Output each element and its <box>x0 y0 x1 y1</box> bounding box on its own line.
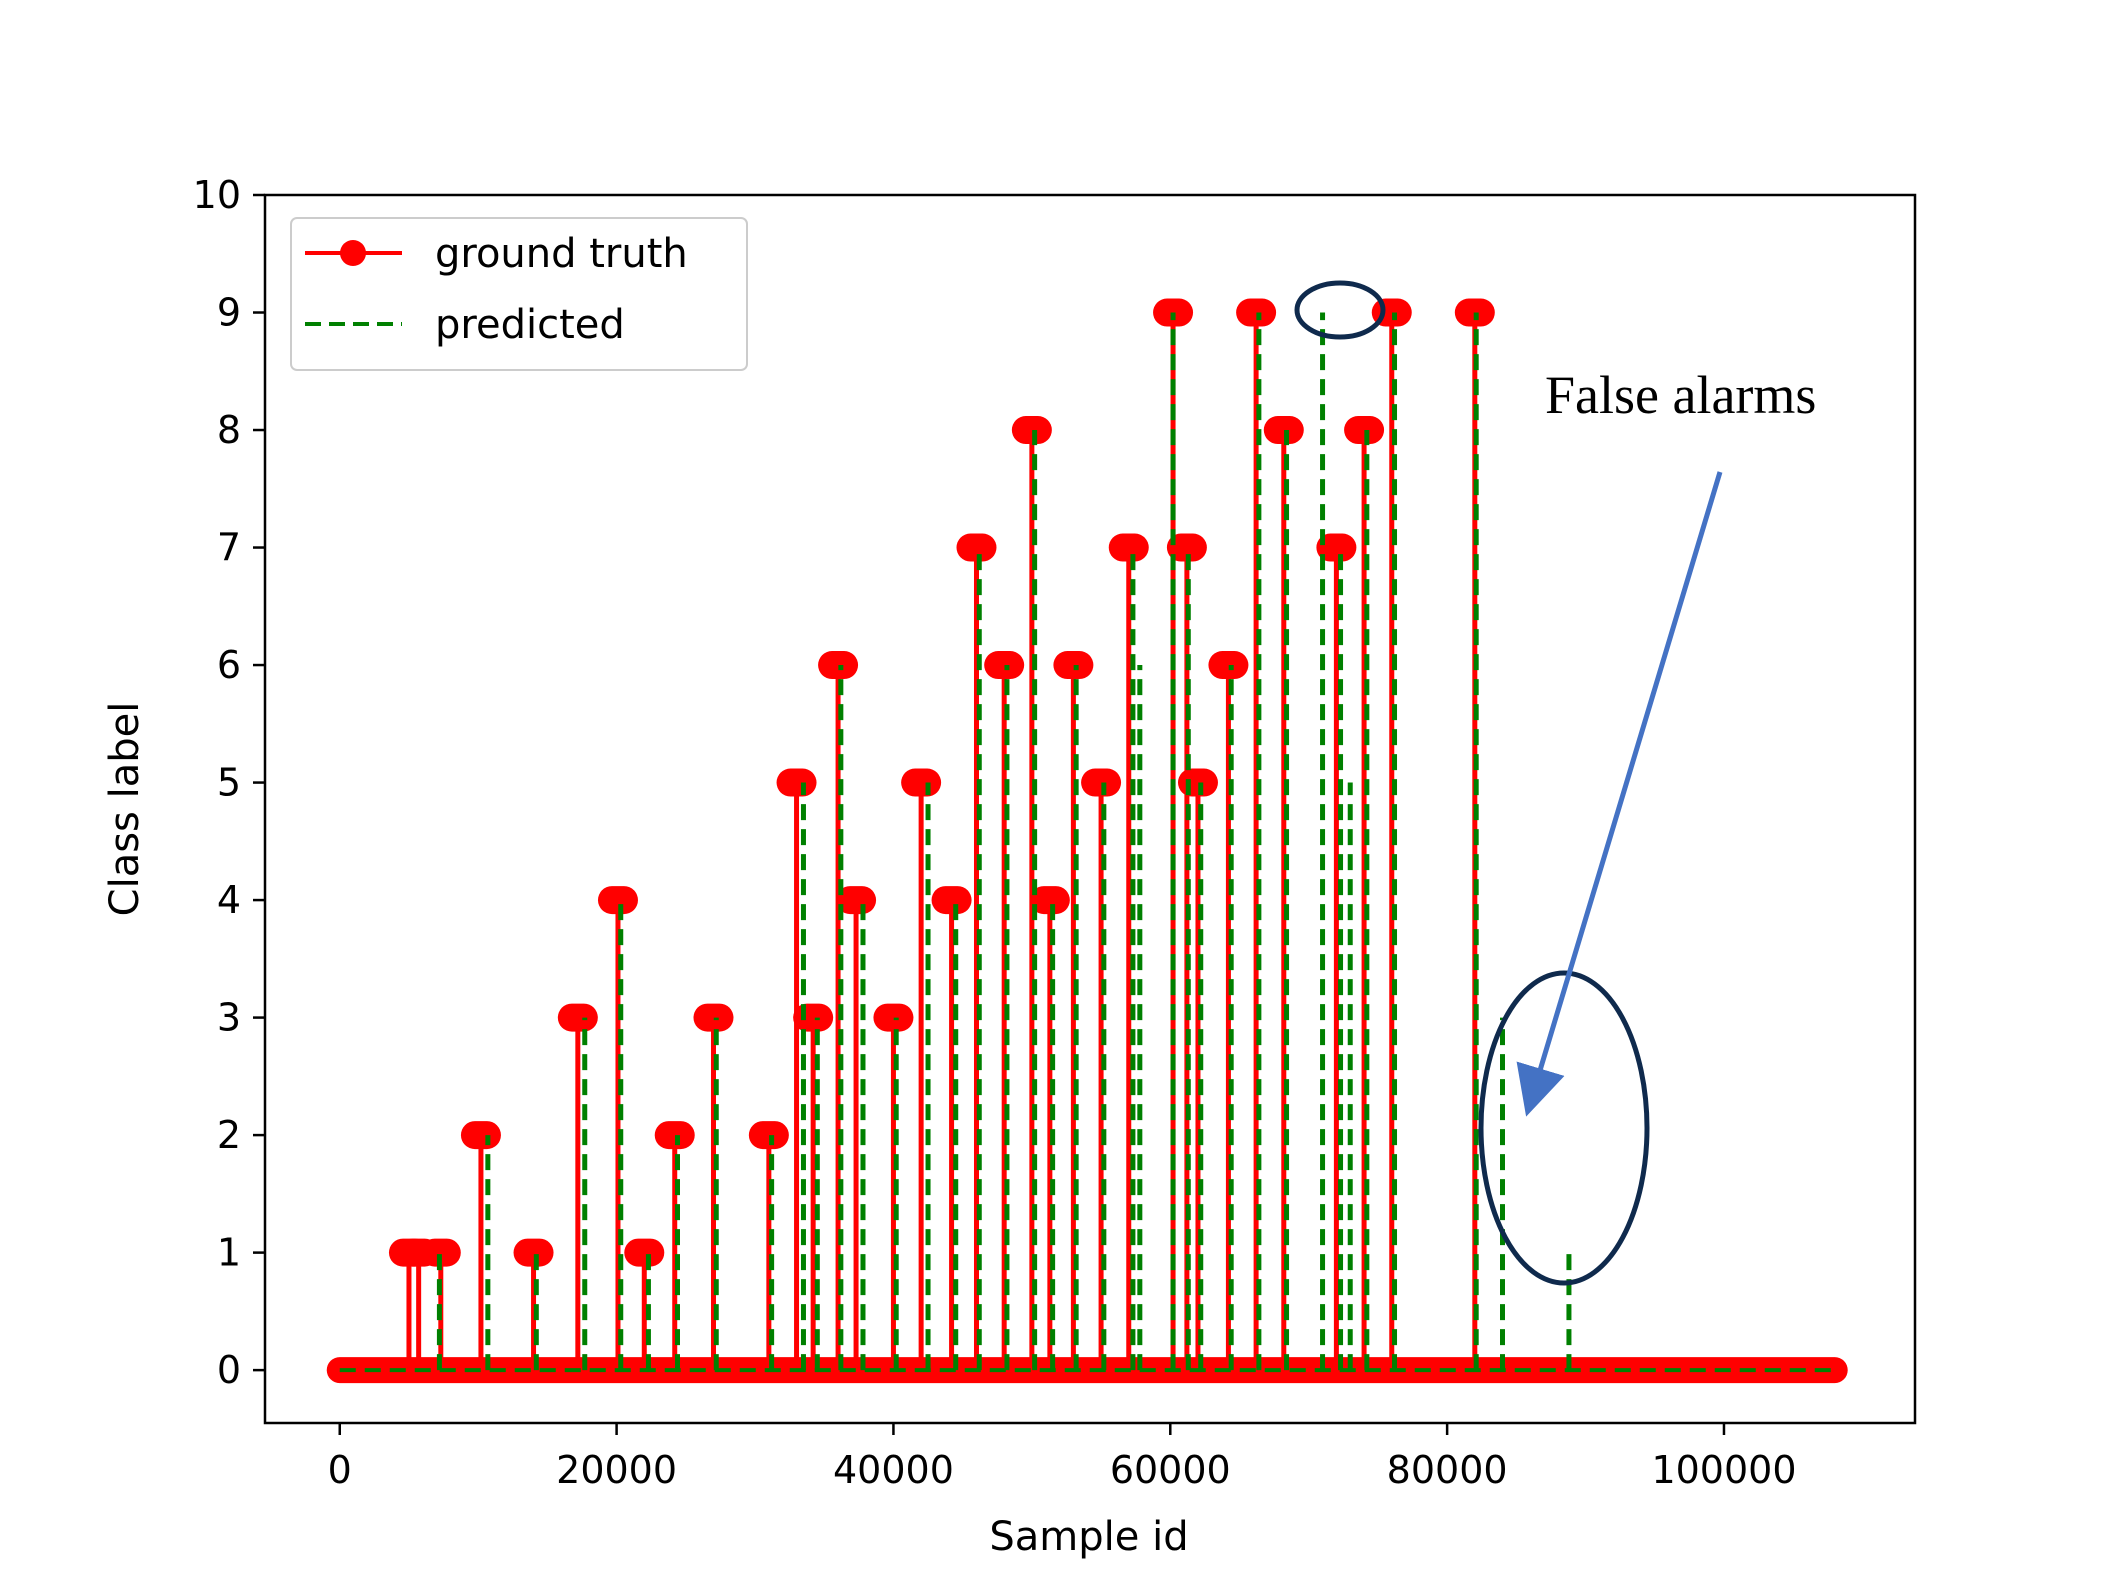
y-tick-label: 10 <box>193 173 241 217</box>
x-axis-ticks: 0 20000 40000 60000 80000 100000 <box>328 1423 1797 1492</box>
x-tick-label: 20000 <box>556 1448 677 1492</box>
x-tick-label: 100000 <box>1651 1448 1796 1492</box>
ground-truth-marker <box>1108 533 1149 562</box>
x-tick-label: 60000 <box>1110 1448 1231 1492</box>
y-tick-label: 1 <box>217 1231 241 1275</box>
y-tick-label: 2 <box>217 1113 241 1157</box>
y-tick-label: 0 <box>217 1348 241 1392</box>
y-axis-label: Class label <box>102 702 148 917</box>
y-tick-label: 8 <box>217 408 241 452</box>
ground-truth-marker <box>1166 533 1207 562</box>
ground-truth-marker <box>901 768 942 797</box>
ground-truth-marker <box>1263 416 1304 445</box>
ground-truth-marker <box>1011 416 1052 445</box>
ground-truth-marker <box>420 1238 461 1267</box>
ground-truth-marker <box>818 651 859 680</box>
ground-truth-marker <box>1081 768 1122 797</box>
plot-area <box>263 193 1917 1425</box>
legend-box <box>290 217 748 371</box>
ground-truth-marker <box>513 1238 554 1267</box>
ground-truth-marker <box>557 1003 598 1032</box>
ground-truth-marker <box>1344 416 1385 445</box>
annotation-false-alarms: False alarms <box>1545 365 1816 425</box>
ground-truth-marker <box>693 1003 734 1032</box>
ground-truth-marker <box>460 1121 501 1150</box>
ground-truth-marker <box>836 886 877 915</box>
ground-truth-marker <box>956 533 997 562</box>
legend: ground truth predicted <box>290 217 748 371</box>
ground-truth-marker <box>654 1121 695 1150</box>
x-axis-label: Sample id <box>989 1514 1188 1560</box>
x-tick-label: 80000 <box>1387 1448 1508 1492</box>
legend-ground-truth-marker <box>340 240 366 266</box>
false-alarm-circle-bottom <box>1478 970 1650 1286</box>
ground-truth-marker <box>624 1238 665 1267</box>
ground-truth-marker <box>597 886 638 915</box>
predicted-series <box>339 312 1835 1373</box>
x-tick-label: 40000 <box>833 1448 954 1492</box>
ground-truth-marker <box>793 1003 834 1032</box>
ground-truth-marker <box>1053 651 1094 680</box>
ground-truth-marker <box>748 1121 789 1150</box>
y-tick-label: 7 <box>217 526 241 570</box>
ground-truth-marker <box>776 768 817 797</box>
ground-truth-marker <box>1029 886 1070 915</box>
annotation-arrow <box>1516 471 1723 1117</box>
x-tick-label: 0 <box>328 1448 352 1492</box>
y-tick-label: 3 <box>217 996 241 1040</box>
ground-truth-marker <box>1236 298 1277 327</box>
y-tick-label: 9 <box>217 291 241 335</box>
legend-ground-truth-label: ground truth <box>435 231 688 277</box>
y-tick-label: 5 <box>217 761 241 805</box>
ground-truth-marker <box>1316 533 1357 562</box>
ground-truth-marker <box>984 651 1025 680</box>
legend-predicted-label: predicted <box>435 302 625 348</box>
false-alarm-circle-top <box>1294 280 1386 340</box>
y-tick-label: 4 <box>217 878 241 922</box>
ground-truth-marker <box>931 886 972 915</box>
ground-truth-series <box>326 298 1848 1384</box>
ground-truth-marker <box>1177 768 1218 797</box>
y-tick-label: 6 <box>217 643 241 687</box>
y-axis-ticks: 0 1 2 3 4 5 6 7 8 9 10 <box>193 173 265 1392</box>
ground-truth-marker <box>873 1003 914 1032</box>
ground-truth-marker <box>1208 651 1249 680</box>
